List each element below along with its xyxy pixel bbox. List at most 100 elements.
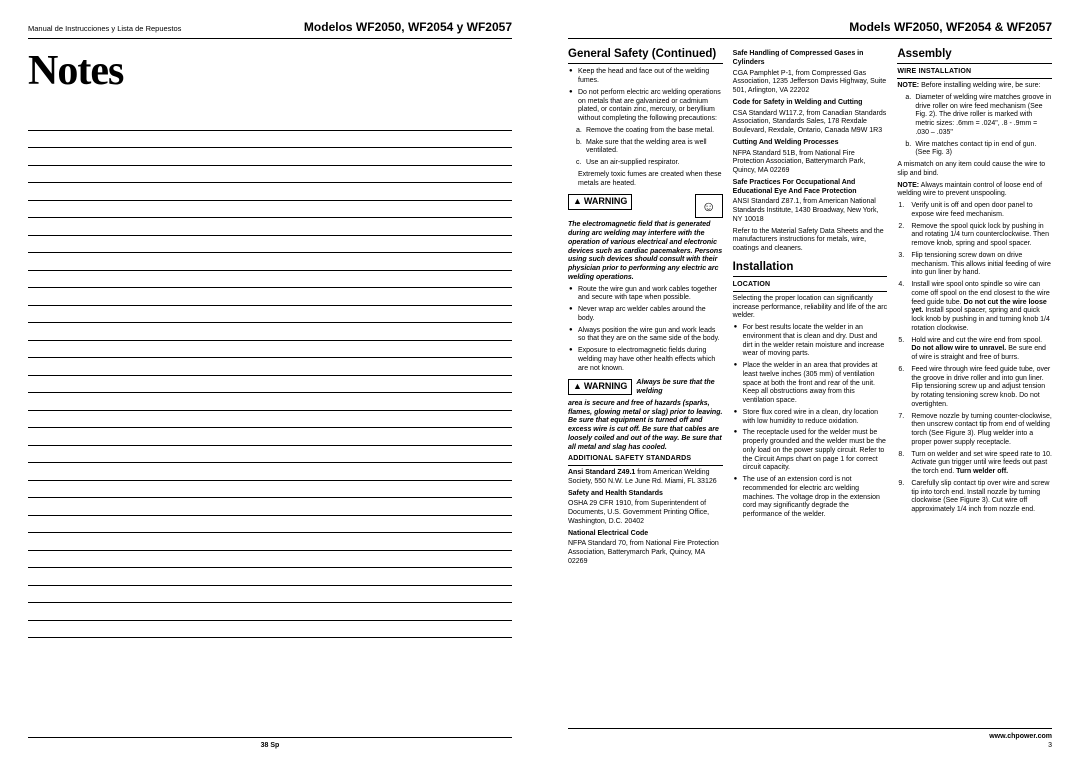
general-safety-heading: General Safety (Continued) (568, 47, 723, 64)
warning-triangle-icon: ▲ (573, 381, 582, 392)
note-line (28, 603, 512, 621)
note-line (28, 393, 512, 411)
step-1: 1.Verify unit is off and open door panel… (897, 202, 1052, 220)
models-es: Modelos WF2050, WF2054 y WF2057 (304, 20, 512, 34)
sub-a: a.Remove the coating from the base metal… (568, 127, 723, 136)
note-line (28, 428, 512, 446)
step-2: 2.Remove the spool quick lock by pushing… (897, 223, 1052, 249)
note-line (28, 288, 512, 306)
pacemaker-icon: ☺ (695, 194, 723, 218)
note-lines (28, 113, 512, 638)
cga: CGA Pamphlet P-1, from Compressed Gas As… (733, 70, 888, 96)
step-3: 3.Flip tensioning screw down on drive me… (897, 252, 1052, 278)
column-2: Safe Handling of Compressed Gases in Cyl… (733, 47, 888, 570)
bullet: Store flux cored wire in a clean, dry lo… (733, 409, 888, 427)
note-line (28, 341, 512, 359)
osha: OSHA 29 CFR 1910, from Superintendent of… (568, 500, 723, 526)
note-line (28, 533, 512, 551)
note-line (28, 376, 512, 394)
note-line (28, 498, 512, 516)
eye-heading: Safe Practices For Occupational And Educ… (733, 179, 888, 197)
step-6: 6.Feed wire through wire feed guide tube… (897, 366, 1052, 410)
msds: Refer to the Material Safety Data Sheets… (733, 228, 888, 254)
note-line (28, 166, 512, 184)
warning-emf-text: The electromagnetic field that is genera… (568, 221, 723, 282)
bullet: Never wrap arc welder cables around the … (568, 306, 723, 324)
installation-heading: Installation (733, 260, 888, 277)
note-line (28, 586, 512, 604)
columns: General Safety (Continued) Keep the head… (568, 47, 1052, 570)
csa: CSA Standard W117.2, from Canadian Stand… (733, 110, 888, 136)
warning-emf: ▲WARNING ☺ (568, 194, 723, 218)
location-heading: Location (733, 281, 888, 292)
step-8: 8.Turn on welder and set wire speed rate… (897, 451, 1052, 477)
note-line (28, 113, 512, 131)
warning-triangle-icon: ▲ (573, 196, 582, 207)
bullet: Always position the wire gun and work le… (568, 327, 723, 345)
left-header: Manual de Instrucciones y Lista de Repue… (28, 20, 512, 39)
left-footer-text: 38 Sp (261, 742, 280, 749)
shs-heading: Safety and Health Standards (568, 490, 723, 499)
note-line (28, 411, 512, 429)
assembly-heading: Assembly (897, 47, 1052, 64)
bullet: The use of an extension cord is not reco… (733, 476, 888, 520)
nec-heading: National Electrical Code (568, 530, 723, 539)
bullet: Do not perform electric arc welding oper… (568, 89, 723, 124)
footer-url: www.chpower.com (989, 733, 1052, 740)
column-3: Assembly Wire Installation NOTE: Before … (897, 47, 1052, 570)
additional-standards-heading: Additional Safety Standards (568, 455, 723, 466)
gas-heading: Safe Handling of Compressed Gases in Cyl… (733, 50, 888, 68)
note-line (28, 358, 512, 376)
bullet: Keep the head and face out of the weldin… (568, 68, 723, 86)
note-line (28, 306, 512, 324)
toxic-fumes: Extremely toxic fumes are created when t… (568, 171, 723, 189)
manual-title: Manual de Instrucciones y Lista de Repue… (28, 24, 181, 33)
sub-c: c.Use an air-supplied respirator. (568, 159, 723, 168)
warning-label: ▲WARNING (568, 379, 632, 394)
cut-heading: Code for Safety in Welding and Cutting (733, 99, 888, 108)
note-line (28, 516, 512, 534)
note-line (28, 551, 512, 569)
nfpa70: NFPA Standard 70, from National Fire Pro… (568, 540, 723, 566)
page-number: 3 (568, 742, 1052, 749)
step-4: 4.Install wire spool onto spindle so wir… (897, 281, 1052, 334)
note-line (28, 323, 512, 341)
bullet: Route the wire gun and work cables toget… (568, 286, 723, 304)
warning-area-text: area is secure and free of hazards (spar… (568, 400, 723, 453)
note-line (28, 621, 512, 639)
bullet: For best results locate the welder in an… (733, 324, 888, 359)
note-line (28, 446, 512, 464)
models-en: Models WF2050, WF2054 & WF2057 (849, 20, 1052, 34)
ansi-z87: ANSI Standard Z87.1, from American Natio… (733, 198, 888, 224)
note-line (28, 236, 512, 254)
step-5: 5.Hold wire and cut the wire end from sp… (897, 337, 1052, 363)
bullet: Place the welder in an area that provide… (733, 362, 888, 406)
nfpa51b: NFPA Standard 51B, from National Fire Pr… (733, 150, 888, 176)
right-page: Models WF2050, WF2054 & WF2057 General S… (540, 0, 1080, 763)
left-page: Manual de Instrucciones y Lista de Repue… (0, 0, 540, 763)
right-footer: www.chpower.com 3 (568, 728, 1052, 749)
proc-heading: Cutting And Welding Processes (733, 139, 888, 148)
note-b: b.Wire matches contact tip in end of gun… (897, 141, 1052, 159)
warning-label: ▲WARNING (568, 194, 632, 209)
step-9: 9.Carefully slip contact tip over wire a… (897, 480, 1052, 515)
right-header: Models WF2050, WF2054 & WF2057 (568, 20, 1052, 39)
note1: NOTE: Before installing welding wire, be… (897, 82, 1052, 91)
sub-b: b.Make sure that the welding area is wel… (568, 139, 723, 157)
column-1: General Safety (Continued) Keep the head… (568, 47, 723, 570)
note-line (28, 131, 512, 149)
note-line (28, 253, 512, 271)
bullet: Exposure to electromagnetic fields durin… (568, 347, 723, 373)
left-footer: 38 Sp (28, 737, 512, 749)
wire-install-heading: Wire Installation (897, 68, 1052, 79)
step-7: 7.Remove nozzle by turning counter-clock… (897, 413, 1052, 448)
location-intro: Selecting the proper location can signif… (733, 295, 888, 321)
warning-area: ▲WARNING Always be sure that the welding (568, 379, 723, 397)
notes-heading: Notes (28, 47, 512, 95)
mismatch: A mismatch on any item could cause the w… (897, 161, 1052, 179)
warning-lead: Always be sure that the welding (636, 379, 722, 397)
note-a: a.Diameter of welding wire matches groov… (897, 94, 1052, 138)
note-line (28, 183, 512, 201)
note-line (28, 218, 512, 236)
note2: NOTE: Always maintain control of loose e… (897, 182, 1052, 200)
